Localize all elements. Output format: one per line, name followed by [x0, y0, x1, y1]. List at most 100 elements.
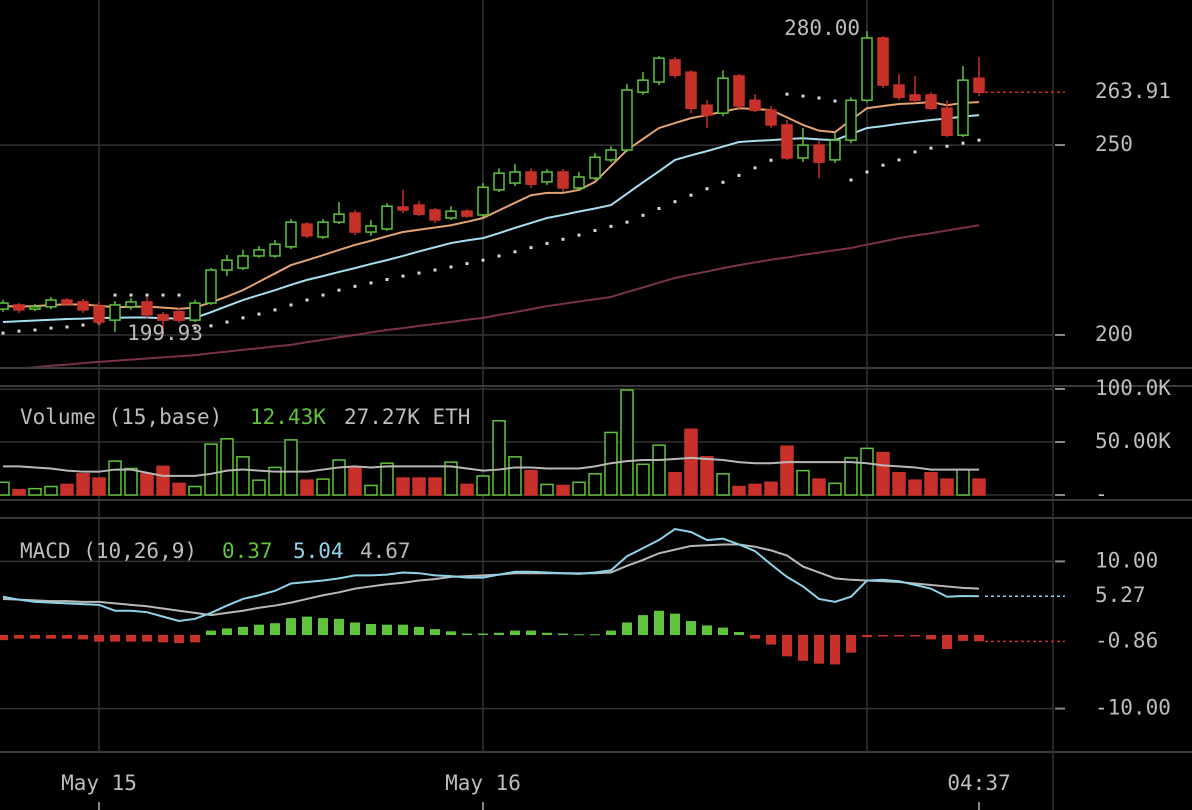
candle-body [93, 305, 105, 323]
candle-body [845, 99, 857, 141]
histogram-bar [654, 610, 664, 635]
sar-dot [577, 233, 581, 237]
sar-dot [17, 329, 21, 333]
macd-line [2, 527, 980, 623]
histogram-bar [110, 635, 120, 642]
sar-dot [353, 284, 357, 288]
sar-dot [769, 158, 773, 162]
candle-body [797, 144, 809, 159]
histogram-bar [94, 635, 104, 642]
volume-label: Volume (15,base) [20, 405, 222, 429]
current-value-label: -0.86 [1095, 628, 1158, 652]
histogram-bar [14, 635, 24, 639]
candle-body [221, 259, 233, 271]
histogram-bar [190, 635, 200, 643]
candle-body [381, 205, 393, 230]
y-tick-label: 200 [1095, 322, 1133, 346]
histogram-bar [270, 623, 280, 635]
macd-signal-readout: 4.67 [360, 539, 411, 563]
histogram-bar [302, 616, 312, 635]
volume-bar [700, 456, 714, 496]
candle-body [189, 302, 201, 321]
volume-bar [748, 483, 762, 496]
histogram-bar [286, 618, 296, 635]
histogram-bar [46, 635, 56, 639]
x-tick-label: 04:37 [947, 771, 1010, 795]
volume-bar [108, 460, 122, 496]
candle-body [317, 221, 329, 238]
candle-body [509, 171, 521, 184]
sar-dot [721, 180, 725, 184]
price-panel [0, 31, 985, 368]
sar-dot [977, 138, 981, 142]
histogram-bar [910, 635, 920, 637]
volume-current: 12.43K [250, 405, 326, 429]
macd-line-readout: 5.04 [293, 539, 344, 563]
sar-dot [849, 178, 853, 182]
histogram-bar [254, 624, 264, 635]
volume-bar [444, 461, 458, 496]
candle-body [365, 225, 377, 233]
moving-average [2, 101, 980, 310]
candle-body [957, 79, 969, 136]
volume-bar [812, 478, 826, 496]
volume-bar [556, 484, 570, 496]
histogram-bar [350, 622, 360, 635]
volume-bar [476, 475, 490, 496]
volume-bar [412, 477, 426, 496]
volume-bar [844, 457, 858, 496]
candle-body [13, 304, 25, 311]
volume-bar [956, 468, 970, 496]
sar-dot [961, 141, 965, 145]
sar-dot [161, 293, 165, 297]
histogram-bar [558, 633, 568, 635]
volume-bar [156, 465, 170, 496]
sar-dot [705, 187, 709, 191]
candle-body [157, 314, 169, 321]
y-tick-label: 50.00K [1095, 429, 1171, 453]
candle-body [493, 172, 505, 191]
sar-dot [417, 271, 421, 275]
volume-bar [524, 469, 538, 496]
macd-label: MACD (10,26,9) [20, 539, 197, 563]
sar-dot [1, 331, 5, 335]
legend: Volume (15,base) 12.43K 27.27K ETH MACD … [20, 405, 470, 563]
sar-dot [305, 298, 309, 302]
volume-bar [876, 451, 890, 496]
sar-dot [481, 258, 485, 262]
candle-body [333, 213, 345, 223]
sar-dot [401, 274, 405, 278]
candle-body [445, 210, 457, 219]
candle-body [749, 99, 761, 111]
volume-bar [124, 467, 138, 496]
candle-body [237, 255, 249, 269]
sar-dot [689, 193, 693, 197]
volume-bar [28, 487, 42, 496]
candle-body [941, 107, 953, 136]
volume-bar [268, 466, 282, 496]
histogram-bar [830, 635, 840, 665]
candle-body [125, 301, 137, 308]
volume-bar [92, 477, 106, 496]
histogram-bar [686, 621, 696, 635]
histogram-bar [318, 618, 328, 635]
last-price-label: 263.91 [1095, 79, 1171, 103]
histogram-bar [894, 635, 904, 637]
candle-body [621, 89, 633, 151]
sar-dot [497, 254, 501, 258]
histogram-bar [734, 632, 744, 635]
candle-body [525, 171, 537, 185]
histogram-bar [718, 627, 728, 635]
volume-bar [428, 477, 442, 496]
sar-dot [289, 303, 293, 307]
y-tick-label: -10.00 [1095, 696, 1171, 720]
histogram-bar [430, 629, 440, 635]
histogram-bar [958, 635, 968, 641]
candle-body [77, 301, 89, 311]
candle-body [685, 71, 697, 109]
sar-dot [753, 166, 757, 170]
x-tick-label: May 16 [445, 771, 521, 795]
histogram-bar [494, 632, 504, 635]
sar-dot [657, 206, 661, 210]
